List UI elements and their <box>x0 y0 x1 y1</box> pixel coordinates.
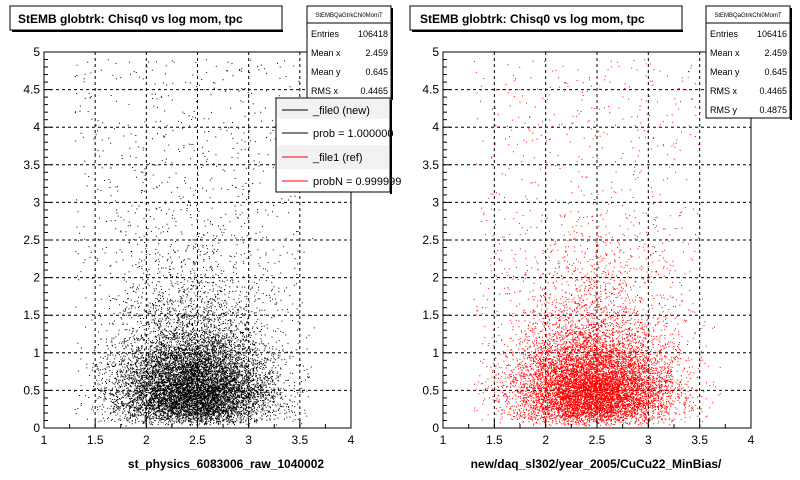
left-y-tick-label: 0 <box>33 421 40 435</box>
right-x-tick-label: 3.5 <box>691 433 708 447</box>
left-stats-value: 2.459 <box>365 48 388 58</box>
right-stats-name: StEMBQaGtrkChi0MomT <box>714 13 782 19</box>
left-stats-label: Mean y <box>311 67 341 77</box>
left-stats-label: RMS x <box>311 86 339 96</box>
right-y-tick-label: 1 <box>432 346 439 360</box>
left-scatter-markers <box>74 59 315 427</box>
left-stats-value: 0.645 <box>365 67 388 77</box>
right-stats-label: Mean y <box>710 67 740 77</box>
right-y-tick-label: 3 <box>432 195 439 209</box>
right-x-tick-label: 3 <box>645 433 652 447</box>
left-y-tick-label: 2.5 <box>23 233 40 247</box>
left-stats-box: StEMBQaGtrkChi0MomT Entries 106418 Mean … <box>306 5 393 100</box>
legend-box: _file0 (new) prob = 1.000000 _file1 (ref… <box>275 97 401 194</box>
right-stats-value: 0.645 <box>764 67 787 77</box>
left-stats-label: Mean x <box>311 48 341 58</box>
left-x-tick-label: 3.5 <box>291 433 308 447</box>
left-x-tick-label: 3 <box>245 433 252 447</box>
right-y-tick-label: 4 <box>432 120 439 134</box>
right-axes: 1 1.5 2 2.5 3 3.5 4 0 0.5 1 1.5 2 2.5 3 3.5 4 4.5 5 <box>422 45 754 447</box>
left-x-tick-label: 1.5 <box>87 433 104 447</box>
left-x-tick-label: 2 <box>143 433 150 447</box>
left-y-tick-label: 1.5 <box>23 308 40 322</box>
right-stats-label: Entries <box>710 29 739 39</box>
left-stats-name: StEMBQaGtrkChi0MomT <box>315 13 383 19</box>
right-y-tick-label: 5 <box>432 45 439 59</box>
left-stats-label: Entries <box>311 29 340 39</box>
right-stats-label: RMS x <box>710 86 738 96</box>
left-y-tick-label: 0.5 <box>23 383 40 397</box>
right-y-tick-label: 0.5 <box>422 383 439 397</box>
right-y-tick-label: 4.5 <box>422 83 439 97</box>
left-stats-value: 106418 <box>358 29 388 39</box>
right-y-tick-label: 3.5 <box>422 158 439 172</box>
left-y-tick-label: 3 <box>33 195 40 209</box>
left-x-tick-label: 4 <box>348 433 355 447</box>
right-stats-label: RMS y <box>710 105 738 115</box>
left-xlabel: st_physics_6083006_raw_1040002 <box>128 457 324 471</box>
left-title: StEMB globtrk: Chisq0 vs log mom, tpc <box>18 12 243 26</box>
right-xlabel: new/daq_sl302/year_2005/CuCu22_MinBias/ <box>471 457 722 471</box>
right-stats-value: 0.4875 <box>759 105 787 115</box>
right-y-tick-label: 2.5 <box>422 233 439 247</box>
legend-label: prob = 1.000000 <box>313 128 393 140</box>
right-scatter-markers <box>473 59 721 427</box>
right-stats-value: 2.459 <box>764 48 787 58</box>
right-x-tick-label: 1 <box>440 433 447 447</box>
right-stats-value: 106416 <box>757 29 787 39</box>
left-stats-value: 0.4465 <box>360 86 388 96</box>
left-y-tick-label: 3.5 <box>23 158 40 172</box>
right-y-tick-label: 1.5 <box>422 308 439 322</box>
right-x-tick-label: 2.5 <box>589 433 606 447</box>
left-x-tick-label: 1 <box>41 433 48 447</box>
left-y-tick-label: 4 <box>33 120 40 134</box>
legend-label: _file1 (ref) <box>312 152 363 164</box>
right-title: StEMB globtrk: Chisq0 vs log mom, tpc <box>420 12 645 26</box>
left-y-tick-label: 5 <box>33 45 40 59</box>
right-stats-value: 0.4465 <box>759 86 787 96</box>
left-y-tick-label: 4.5 <box>23 83 40 97</box>
legend-label: _file0 (new) <box>312 105 370 117</box>
right-title-box: StEMB globtrk: Chisq0 vs log mom, tpc <box>409 5 683 32</box>
right-y-tick-label: 0 <box>432 421 439 435</box>
left-y-tick-label: 1 <box>33 346 40 360</box>
left-x-tick-label: 2.5 <box>189 433 206 447</box>
left-title-box: StEMB globtrk: Chisq0 vs log mom, tpc <box>9 5 283 32</box>
left-points <box>74 59 315 427</box>
right-y-tick-label: 2 <box>432 271 439 285</box>
right-stats-box: StEMBQaGtrkChi0MomT Entries 106416 Mean … <box>705 5 792 120</box>
right-stats-label: Mean x <box>710 48 740 58</box>
right-x-tick-label: 4 <box>748 433 755 447</box>
right-x-tick-label: 1.5 <box>486 433 503 447</box>
left-axes: 1 1.5 2 2.5 3 3.5 4 0 0.5 1 1.5 2 2.5 3 3.5 4 4.5 5 <box>23 45 354 447</box>
left-y-tick-label: 2 <box>33 271 40 285</box>
legend-label: probN = 0.999999 <box>313 176 401 188</box>
right-x-tick-label: 2 <box>542 433 549 447</box>
right-points <box>473 59 721 427</box>
